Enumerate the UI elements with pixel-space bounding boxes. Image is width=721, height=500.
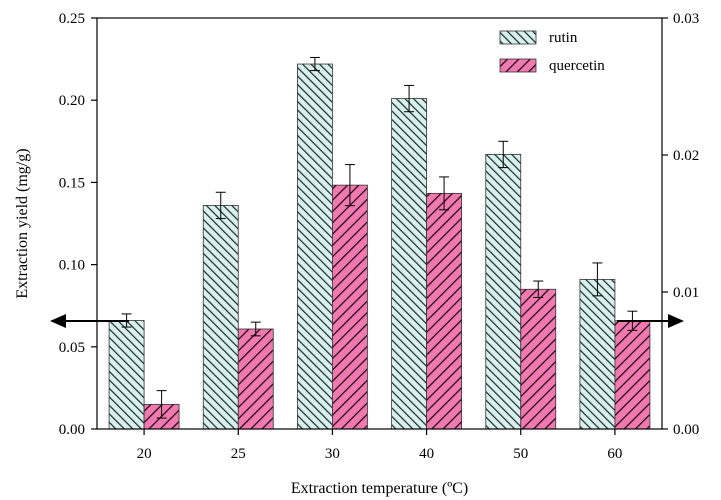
left-tick-label: 0.20 [59, 93, 85, 109]
axis-arrows [50, 314, 684, 328]
left-arrow-icon [50, 314, 66, 328]
bar-quercetin-60 [614, 320, 651, 430]
left-tick-label: 0.10 [59, 258, 85, 274]
bar-rutin-30 [297, 63, 333, 430]
x-tick-label: 50 [513, 446, 528, 462]
right-tick-label: 0.01 [673, 285, 699, 301]
left-tick-label: 0.00 [59, 422, 85, 438]
right-y-axis: 0.00 0.01 0.02 0.03 [662, 11, 699, 438]
x-axis: 20 25 30 40 50 60 [137, 429, 622, 462]
legend-swatch-quercetin [499, 58, 537, 73]
left-y-axis: 0.00 0.05 0.10 0.15 0.20 0.25 [59, 11, 97, 438]
bar-rutin-20 [108, 320, 145, 430]
left-tick-label: 0.05 [59, 340, 85, 356]
x-axis-title: Extraction temperature (ºC) [291, 480, 468, 497]
bar-quercetin-50 [520, 288, 557, 430]
legend: rutin quercetin [499, 30, 605, 74]
right-arrow-icon [668, 314, 684, 328]
bar-rutin-40 [391, 98, 427, 430]
bar-quercetin-30 [332, 184, 368, 430]
bars-layer [108, 63, 651, 430]
bar-quercetin-25 [237, 328, 274, 430]
plot-frame [96, 17, 663, 430]
x-tick-label: 40 [419, 446, 434, 462]
bar-quercetin-40 [426, 192, 462, 430]
x-tick-label: 30 [325, 446, 340, 462]
bar-rutin-60 [579, 278, 616, 430]
error-bars-layer [121, 56, 638, 419]
x-tick-label: 20 [137, 446, 152, 462]
right-tick-label: 0.00 [673, 422, 699, 438]
left-tick-label: 0.15 [59, 175, 85, 191]
legend-label-rutin: rutin [549, 30, 578, 46]
left-tick-label: 0.25 [59, 11, 85, 27]
bar-rutin-50 [485, 154, 522, 430]
right-tick-label: 0.02 [673, 148, 699, 164]
legend-label-quercetin: quercetin [549, 58, 605, 74]
right-tick-label: 0.03 [673, 11, 699, 27]
x-tick-label: 25 [231, 446, 246, 462]
legend-swatch-rutin [499, 30, 537, 45]
x-tick-label: 60 [607, 446, 622, 462]
bar-rutin-25 [202, 205, 239, 430]
y-axis-title: Extraction yield (mg/g) [14, 148, 31, 298]
